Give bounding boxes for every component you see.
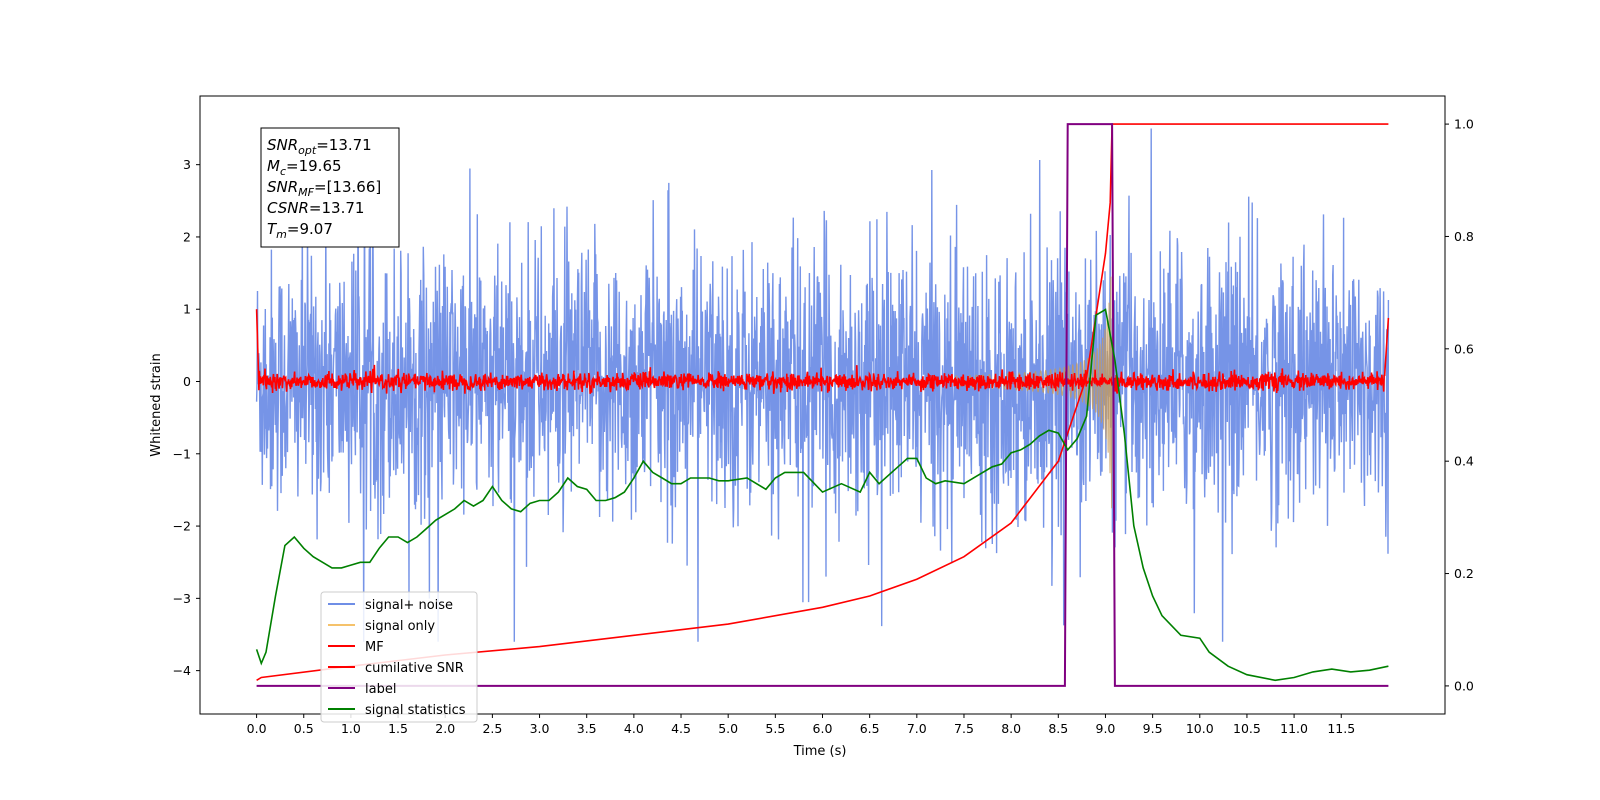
x-tick-label: 2.0 xyxy=(435,721,455,736)
y-tick-label: −4 xyxy=(173,663,191,678)
x-tick-label: 11.5 xyxy=(1327,721,1355,736)
series-signal-statistics xyxy=(255,308,1389,682)
y-tick-label: 2 xyxy=(183,229,191,244)
y-tick-label: 0 xyxy=(183,374,191,389)
x-tick-label: 3.5 xyxy=(577,721,597,736)
y-tick-label: −3 xyxy=(173,591,191,606)
x-tick-label: 1.0 xyxy=(341,721,361,736)
legend-label: MF xyxy=(365,640,384,655)
annotation-frame xyxy=(260,127,400,248)
x-tick-label: 8.0 xyxy=(1001,721,1021,736)
x-tick-label: 9.0 xyxy=(1096,721,1116,736)
x-tick-label: 1.5 xyxy=(388,721,408,736)
y2-axis-ticks: 1.0 0.8 0.6 0.4 0.2 0.0 xyxy=(1445,117,1474,693)
y2-tick-label: 1.0 xyxy=(1454,117,1474,132)
annotation-box: SNRopt=13.71Mc=19.65SNRMF=[13.66]CSNR=13… xyxy=(260,127,400,248)
x-tick-label: 0.0 xyxy=(247,721,267,736)
x-tick-label: 7.5 xyxy=(954,721,974,736)
y-axis-ticks: 3 2 1 0 −1 −2 −3 −4 xyxy=(173,157,200,678)
x-axis-label: Time (s) xyxy=(793,744,847,759)
y-tick-label: −2 xyxy=(173,519,191,534)
annotation-line: Tm=9.07 xyxy=(267,220,333,241)
legend: signal+ noise signal only MF cumilative SNR… xyxy=(320,591,478,723)
annotation-line: SNRopt=13.71 xyxy=(267,136,372,157)
annotation-line: SNRMF=[13.66] xyxy=(267,178,381,199)
x-tick-label: 5.5 xyxy=(765,721,785,736)
series-signal-noise xyxy=(255,128,1390,642)
y-tick-label: 1 xyxy=(183,302,191,317)
y-axis-label: Whitened strain xyxy=(149,353,164,456)
y2-tick-label: 0.2 xyxy=(1454,566,1474,581)
x-tick-label: 8.5 xyxy=(1048,721,1068,736)
legend-label: signal statistics xyxy=(365,703,466,718)
x-tick-label: 2.5 xyxy=(482,721,502,736)
x-tick-label: 4.0 xyxy=(624,721,644,736)
y-tick-label: −1 xyxy=(173,446,191,461)
series-mf xyxy=(255,309,1390,394)
x-tick-label: 10.5 xyxy=(1233,721,1261,736)
y-tick-label: 3 xyxy=(183,157,191,172)
x-tick-label: 5.0 xyxy=(718,721,738,736)
annotation-line: CSNR=13.71 xyxy=(267,199,364,217)
x-tick-label: 7.0 xyxy=(907,721,927,736)
x-tick-label: 4.5 xyxy=(671,721,691,736)
annotation-line: Mc=19.65 xyxy=(267,157,342,178)
x-tick-label: 9.5 xyxy=(1143,721,1163,736)
x-axis-ticks: 0.0 0.5 1.0 1.5 2.0 2.5 3.0 3.5 4.0 4.5 5.0 5.5 6.0 6… xyxy=(247,714,1355,736)
x-tick-label: 6.5 xyxy=(860,721,880,736)
y2-tick-label: 0.4 xyxy=(1454,454,1474,469)
x-tick-label: 11.0 xyxy=(1280,721,1308,736)
x-tick-label: 10.0 xyxy=(1186,721,1214,736)
legend-label: cumilative SNR xyxy=(365,661,464,676)
x-tick-label: 3.0 xyxy=(530,721,550,736)
series-label xyxy=(256,123,1389,687)
legend-label: label xyxy=(365,682,396,697)
x-tick-label: 6.0 xyxy=(813,721,833,736)
legend-label: signal only xyxy=(365,619,435,634)
x-tick-label: 0.5 xyxy=(294,721,314,736)
y2-tick-label: 0.0 xyxy=(1454,678,1474,693)
y2-tick-label: 0.8 xyxy=(1454,229,1474,244)
legend-frame xyxy=(320,591,478,723)
legend-label: signal+ noise xyxy=(365,598,453,613)
y2-tick-label: 0.6 xyxy=(1454,341,1474,356)
